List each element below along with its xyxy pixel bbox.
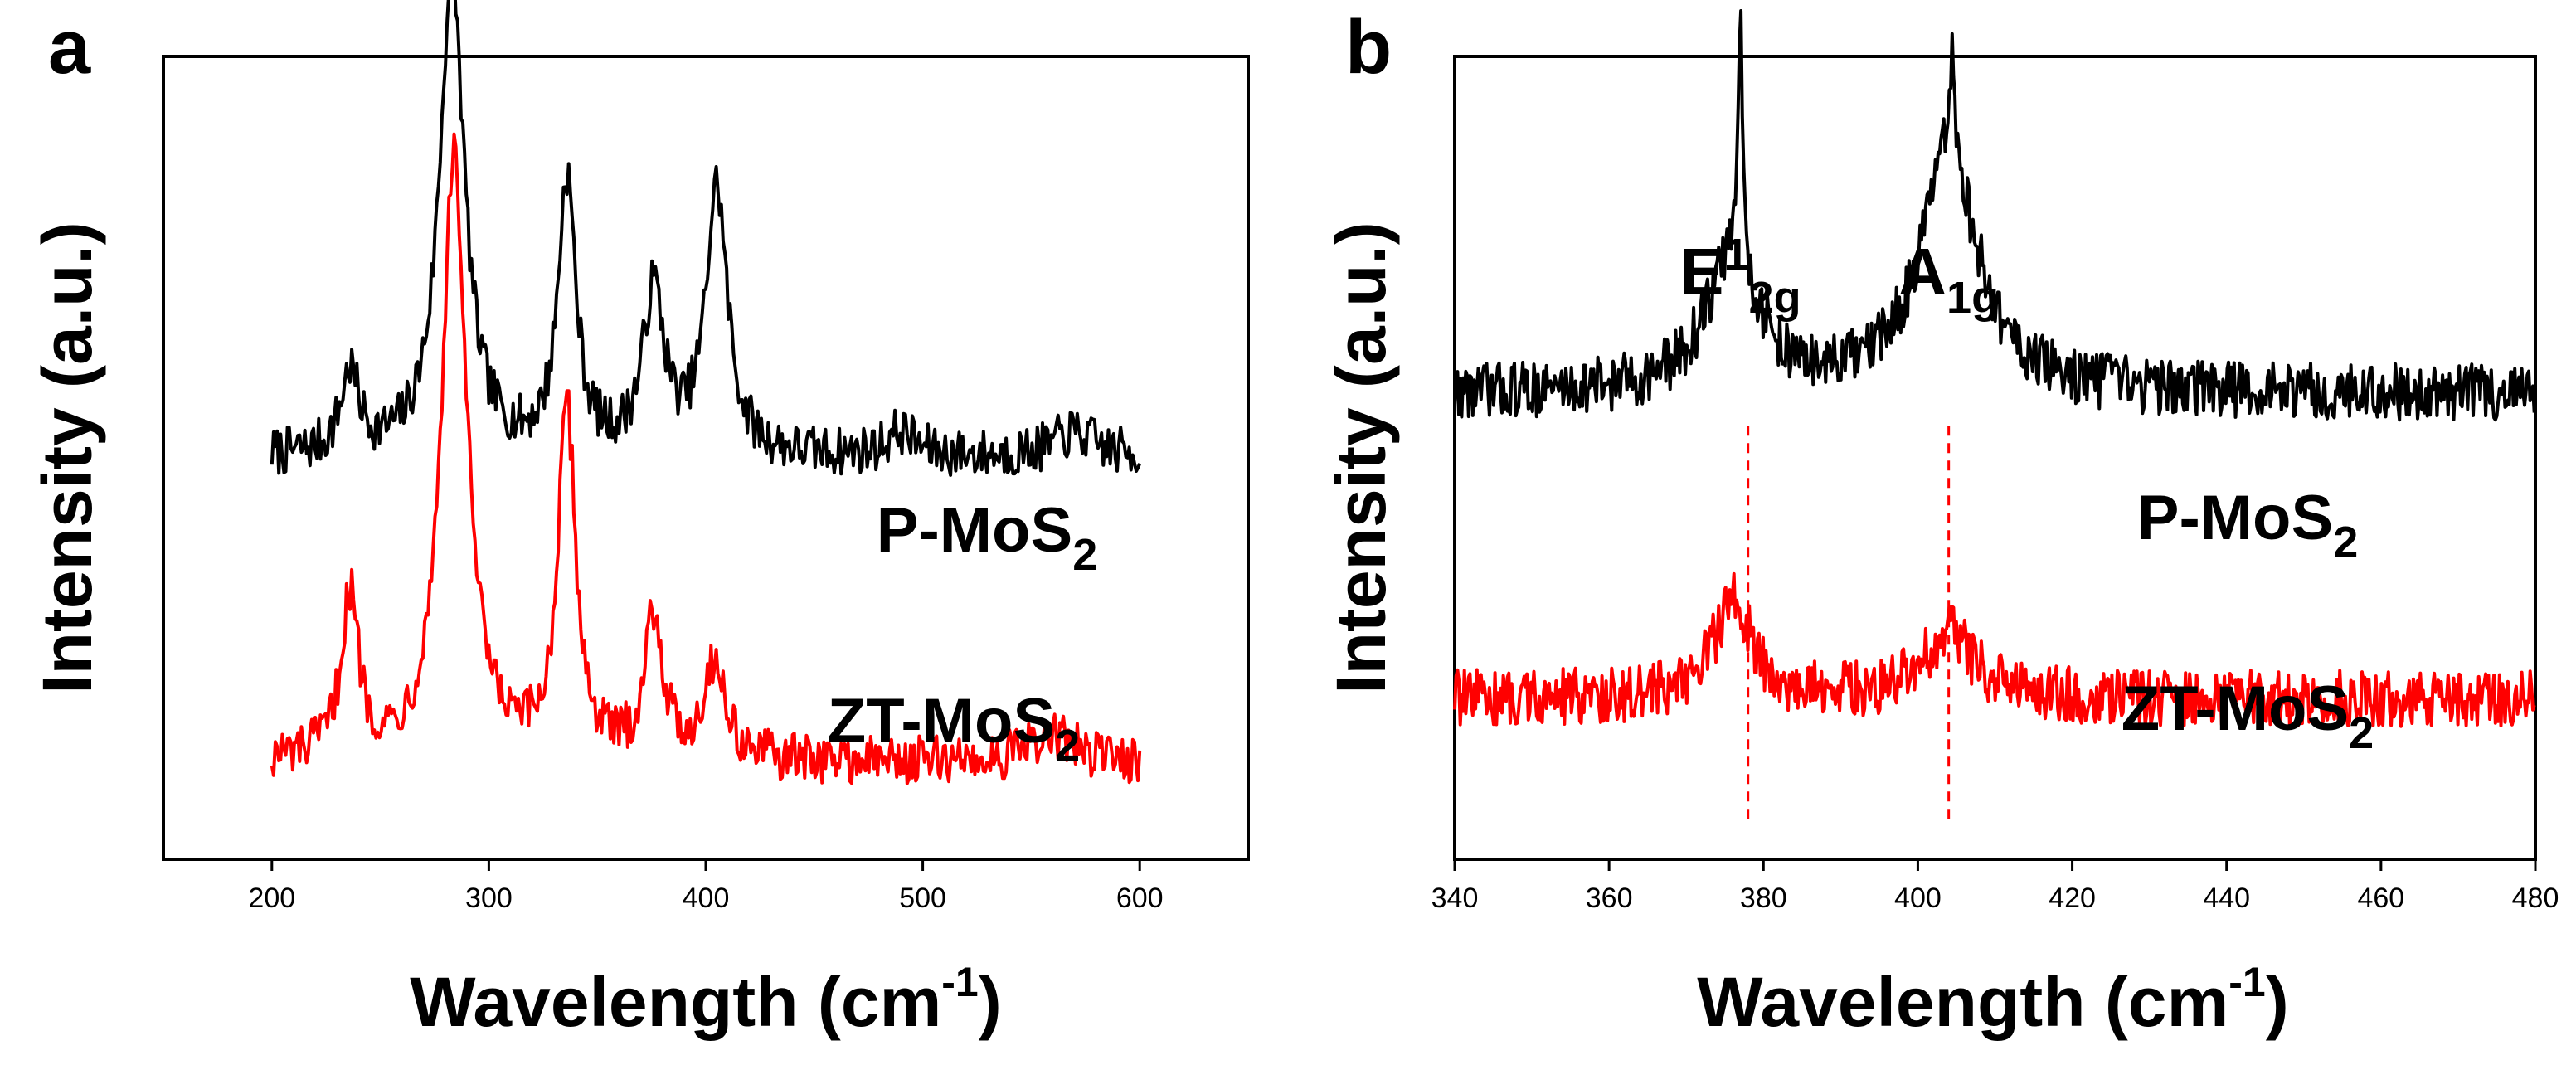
panel-a-letter: a xyxy=(48,5,91,90)
panel-b-series-p-mos2-line xyxy=(1453,9,2536,422)
panel-b-x-axis-title: Wavelength (cm-1) xyxy=(1697,959,2288,1041)
panel-a-series-zt-mos2-line xyxy=(270,132,1142,785)
panel-b-x-tick-label: 380 xyxy=(1740,883,1787,914)
panel-a-x-axis-title-main: Wavelength (cm xyxy=(410,963,941,1041)
panel-a-series-label: P-MoS2 xyxy=(877,495,1097,580)
panel-b-series-label: ZT-MoS2 xyxy=(2122,674,2374,758)
panel-b-x-tick-label: 340 xyxy=(1431,883,1479,914)
panel-b-x-tick-label: 440 xyxy=(2203,883,2250,914)
panel-b: b 340 360 380 400 420 440 460 480 P-MoS2 ZT-MoS2… xyxy=(1322,5,2559,1041)
panel-b-plot-frame xyxy=(1453,55,2537,861)
panel-a-x-tick-label: 200 xyxy=(248,883,295,914)
panel-a-x-tick-label: 400 xyxy=(683,883,730,914)
panel-a-x-axis-title-exponent: -1 xyxy=(941,959,978,1005)
panel-a-y-axis-title: Intensity (a.u.) xyxy=(28,221,106,693)
panel-b-ticks: 340 360 380 400 420 440 460 480 xyxy=(1431,859,2559,914)
panel-a-series xyxy=(270,0,1142,785)
panel-b-peak-annotation: A1g xyxy=(1898,235,1999,323)
panel-b-x-tick-label: 460 xyxy=(2357,883,2404,914)
panel-b-series xyxy=(1453,9,2536,728)
panel-b-x-axis-title-main: Wavelength (cm xyxy=(1697,963,2228,1041)
panel-b-series-label: P-MoS2 xyxy=(2137,483,2358,567)
panel-b-letter: b xyxy=(1345,5,1392,90)
panel-b-peak-annotation: E12g xyxy=(1679,230,1801,323)
panel-a-series-p-mos2-line xyxy=(270,0,1142,477)
panel-a-x-tick-label: 600 xyxy=(1116,883,1164,914)
panel-a: a 200 300 400 500 600 P-MoS2 ZT-MoS2 Intensit… xyxy=(28,0,1250,1041)
panel-b-series-labels: P-MoS2 ZT-MoS2 xyxy=(2122,483,2374,758)
panel-b-y-axis-title: Intensity (a.u.) xyxy=(1322,221,1400,693)
panel-b-x-tick-label: 360 xyxy=(1586,883,1633,914)
panel-a-x-tick-label: 300 xyxy=(465,883,513,914)
panel-a-x-axis-title: Wavelength (cm-1) xyxy=(410,959,1001,1041)
panel-a-series-label: ZT-MoS2 xyxy=(828,686,1080,771)
panel-b-x-axis-title-exponent: -1 xyxy=(2228,959,2265,1005)
panel-a-ticks: 200 300 400 500 600 xyxy=(248,859,1164,914)
panel-b-x-axis-title-close: ) xyxy=(2266,963,2289,1041)
panel-b-x-tick-label: 400 xyxy=(1894,883,1942,914)
panel-b-peak-markers xyxy=(1747,426,1951,824)
panel-b-x-tick-label: 480 xyxy=(2512,883,2559,914)
panel-a-x-axis-title-close: ) xyxy=(979,963,1002,1041)
panel-b-series-zt-mos2-line xyxy=(1453,571,2536,728)
panel-b-peak-annotations: E12g A1g xyxy=(1679,230,1999,323)
panel-b-x-tick-label: 420 xyxy=(2049,883,2096,914)
panel-a-series-labels: P-MoS2 ZT-MoS2 xyxy=(828,495,1097,771)
panel-a-x-tick-label: 500 xyxy=(899,883,946,914)
